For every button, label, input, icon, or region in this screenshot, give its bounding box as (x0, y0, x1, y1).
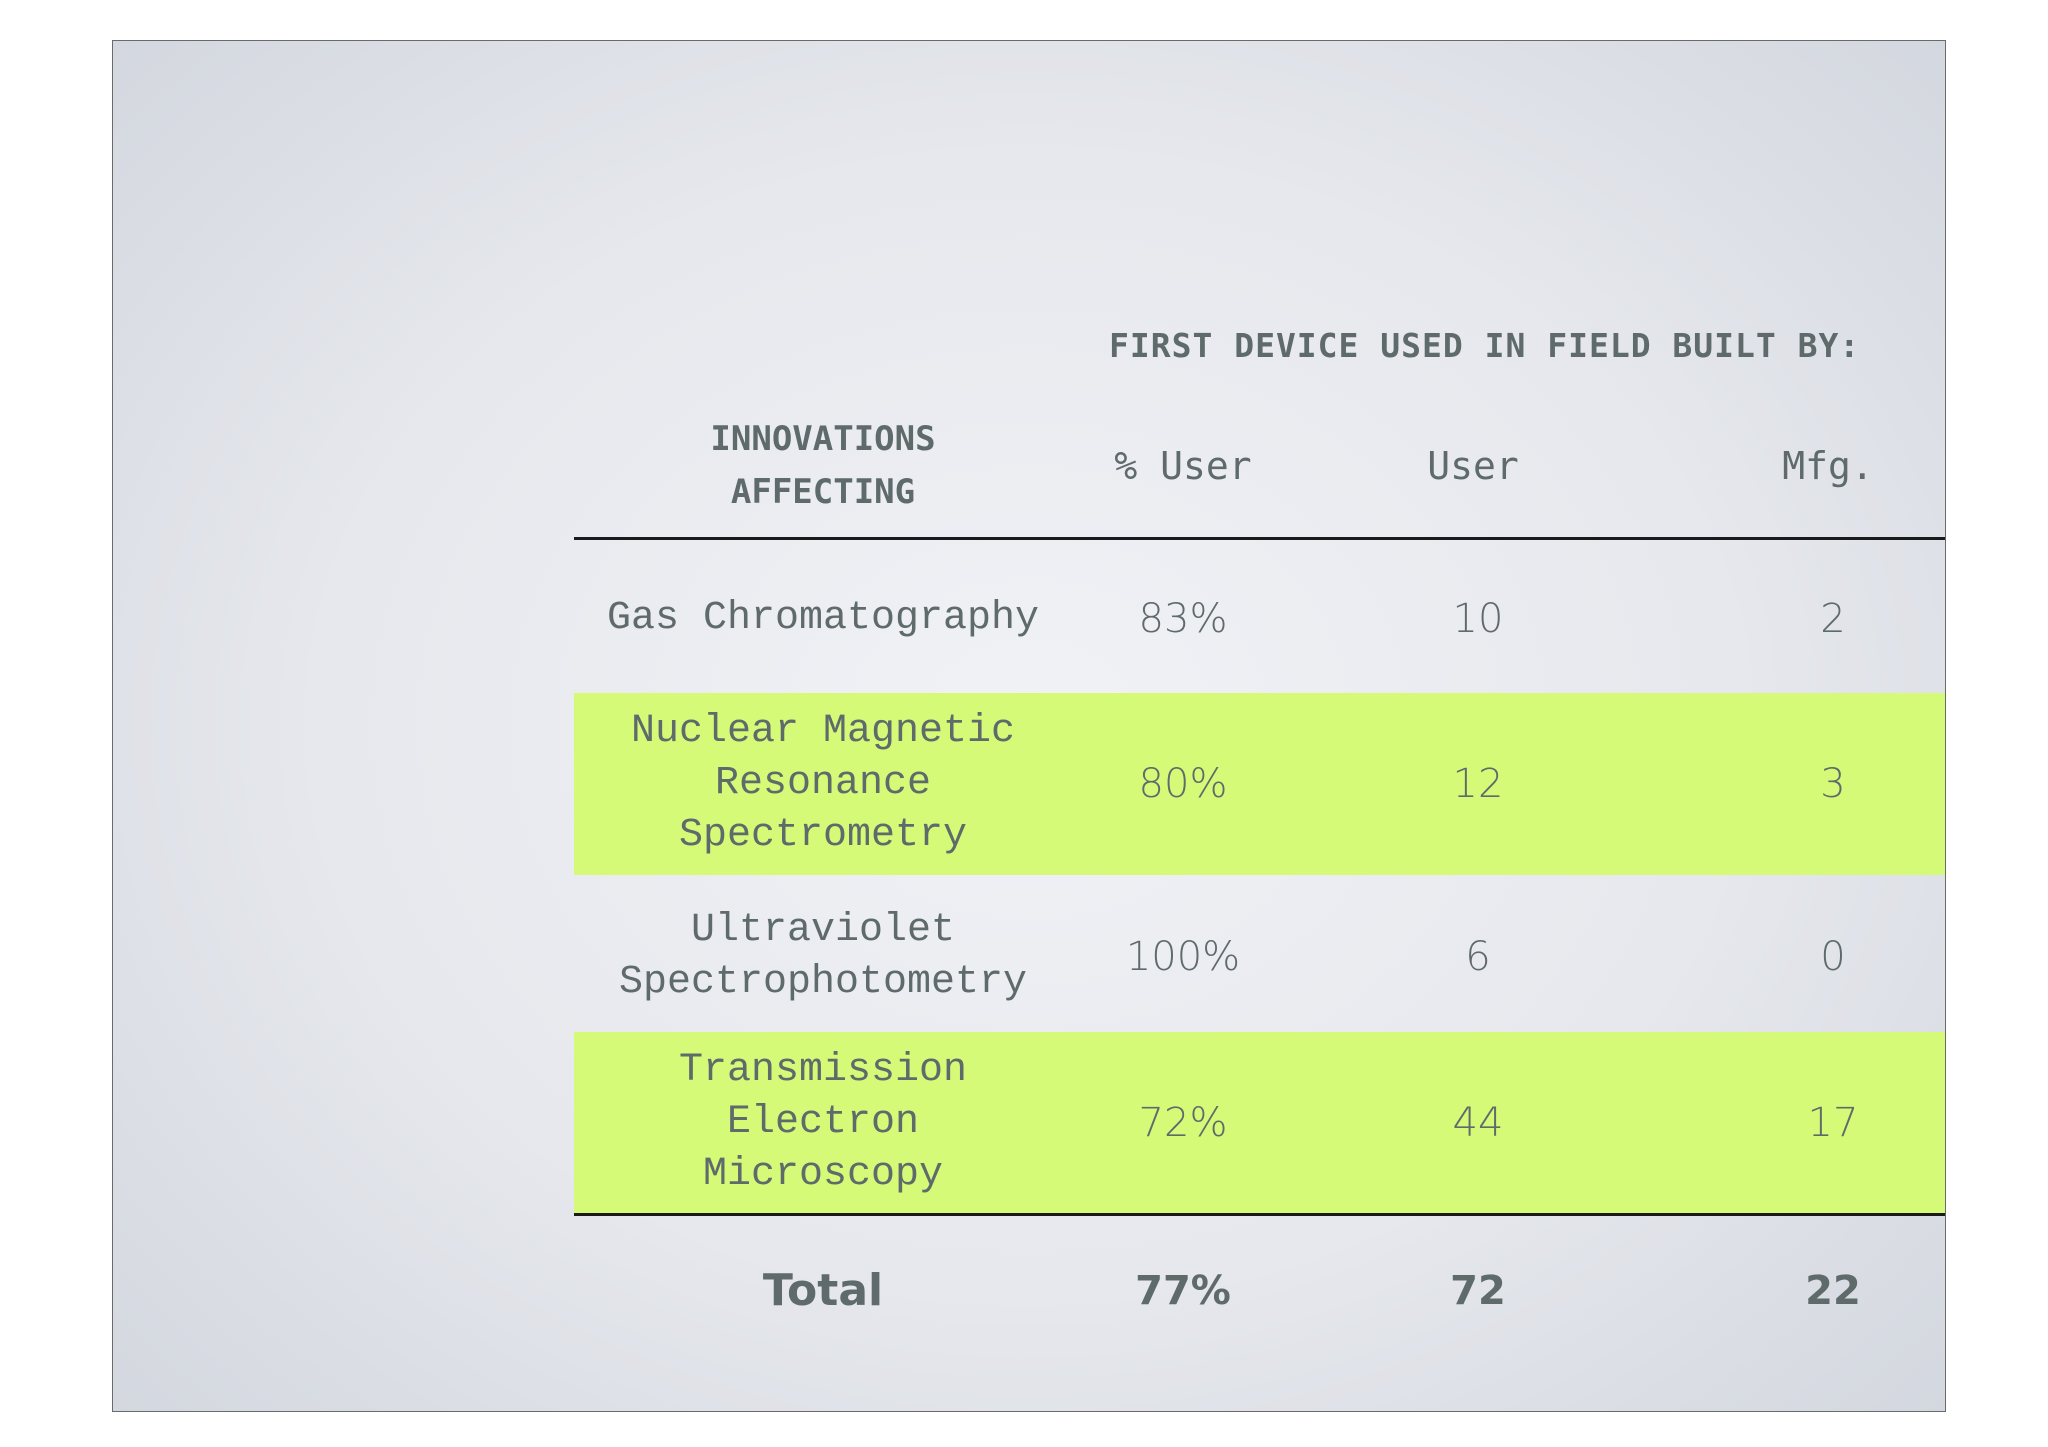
row-user: 6 (1465, 934, 1491, 980)
row-user: 10 (1452, 596, 1504, 642)
row-name-cell: Transmission Electron Microscopy (574, 1032, 1072, 1214)
row-user: 12 (1452, 761, 1504, 807)
row-name-line: Spectrometry (678, 813, 968, 858)
row-name-cell: Nuclear Magnetic Resonance Spectrometry (574, 693, 1072, 875)
row-pct-user: 100% (1125, 934, 1241, 980)
column-header-innovations-line1: INNOVATIONS (710, 419, 936, 459)
row-name-line: Transmission (678, 1048, 968, 1093)
row-name-line: Nuclear Magnetic (630, 709, 1016, 754)
row-user: 44 (1452, 1100, 1504, 1146)
row-name-line: Electron (726, 1100, 919, 1145)
table-heading: FIRST DEVICE USED IN FIELD BUILT BY: (1109, 326, 1861, 365)
table-row: Ultraviolet Spectrophotometry 100% 6 0 (574, 897, 1945, 1017)
row-pct-user: 80% (1138, 761, 1228, 807)
total-pct-user: 77% (1135, 1268, 1231, 1314)
row-mfg: 0 (1820, 934, 1846, 980)
row-name-cell: Ultraviolet Spectrophotometry (574, 897, 1072, 1017)
row-pct-user: 72% (1138, 1100, 1228, 1146)
row-mfg: 3 (1820, 761, 1846, 807)
row-mfg: 2 (1820, 596, 1846, 642)
row-name: Gas Chromatography (606, 596, 1040, 641)
total-user: 72 (1450, 1268, 1506, 1314)
table-row: Nuclear Magnetic Resonance Spectrometry … (574, 693, 1945, 875)
total-row: Total 77% 72 22 (574, 1251, 1945, 1331)
row-name-line: Spectrophotometry (618, 960, 1028, 1005)
row-pct-user: 83% (1138, 596, 1228, 642)
row-name-line: Microscopy (702, 1152, 944, 1197)
total-label: Total (762, 1265, 884, 1316)
total-mfg: 22 (1805, 1268, 1861, 1314)
slide: FIRST DEVICE USED IN FIELD BUILT BY: INN… (112, 40, 1946, 1412)
column-header-innovations: INNOVATIONS AFFECTING (593, 413, 1053, 519)
column-header-innovations-line2: AFFECTING (730, 472, 916, 512)
total-rule (574, 1213, 1945, 1216)
row-mfg: 17 (1807, 1100, 1859, 1146)
row-name-cell: Gas Chromatography (574, 573, 1072, 665)
column-header-mfg: Mfg. (1782, 444, 1874, 488)
row-name-line: Resonance (714, 761, 932, 806)
table-row: Gas Chromatography 83% 10 2 (574, 573, 1945, 665)
column-header-pct-user: % User (1114, 444, 1252, 488)
header-rule (574, 537, 1945, 540)
table-row: Transmission Electron Microscopy 72% 44 … (574, 1032, 1945, 1214)
column-header-user: User (1427, 444, 1519, 488)
row-name-line: Ultraviolet (690, 908, 956, 953)
